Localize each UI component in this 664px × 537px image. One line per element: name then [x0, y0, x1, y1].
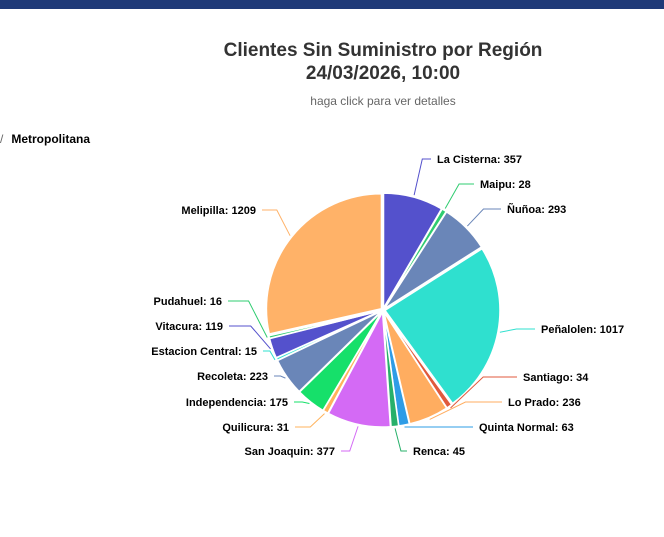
- leader-line-4: [450, 376, 517, 409]
- data-label-10[interactable]: Independencia: 175: [186, 397, 288, 409]
- pie-slice-3[interactable]: [383, 247, 501, 405]
- data-label-15[interactable]: Melipilla: 1209: [181, 205, 256, 217]
- data-label-13[interactable]: Vitacura: 119: [155, 321, 223, 333]
- pie-slice-15[interactable]: [265, 193, 383, 335]
- leader-line-10: [294, 401, 310, 405]
- leader-line-11: [274, 375, 286, 379]
- data-label-9[interactable]: Quilicura: 31: [222, 422, 289, 434]
- breadcrumb: / Metropolitana: [0, 132, 90, 146]
- data-label-0[interactable]: La Cisterna: 357: [437, 154, 522, 166]
- leader-line-13: [229, 325, 271, 350]
- leader-line-7: [394, 428, 407, 452]
- data-label-11[interactable]: Recoleta: 223: [197, 371, 268, 383]
- data-label-8[interactable]: San Joaquin: 377: [245, 446, 335, 458]
- breadcrumb-current[interactable]: Metropolitana: [11, 132, 91, 146]
- pie-slice-14[interactable]: [267, 309, 382, 340]
- leader-line-0: [413, 158, 431, 196]
- leader-line-3: [499, 328, 535, 333]
- leader-line-14: [228, 300, 268, 338]
- pie-slice-2[interactable]: [383, 210, 483, 310]
- data-label-12[interactable]: Estacion Central: 15: [151, 346, 257, 358]
- breadcrumb-separator: /: [0, 132, 4, 146]
- leader-line-1: [444, 183, 474, 209]
- data-label-1[interactable]: Maipu: 28: [480, 179, 531, 191]
- leader-line-8: [341, 426, 359, 452]
- chart-title: Clientes Sin Suministro por Región: [223, 40, 543, 61]
- data-label-2[interactable]: Ñuñoa: 293: [507, 203, 566, 216]
- leader-line-15: [262, 209, 291, 236]
- data-label-5[interactable]: Lo Prado: 236: [508, 397, 581, 409]
- leader-line-9: [295, 413, 325, 428]
- chart-subtitle: haga click para ver detalles: [310, 94, 456, 108]
- chart-title-date: 24/03/2026, 10:00: [305, 63, 461, 84]
- leader-line-5: [429, 401, 502, 420]
- leader-line-2: [467, 208, 501, 227]
- data-label-14[interactable]: Pudahuel: 16: [154, 296, 222, 308]
- data-label-7[interactable]: Renca: 45: [413, 446, 465, 458]
- top-nav-bar: [0, 0, 664, 9]
- data-label-6[interactable]: Quinta Normal: 63: [479, 422, 574, 434]
- data-label-3[interactable]: Peñalolen: 1017: [541, 324, 624, 336]
- data-label-4[interactable]: Santiago: 34: [523, 372, 589, 384]
- leader-line-12: [263, 350, 276, 361]
